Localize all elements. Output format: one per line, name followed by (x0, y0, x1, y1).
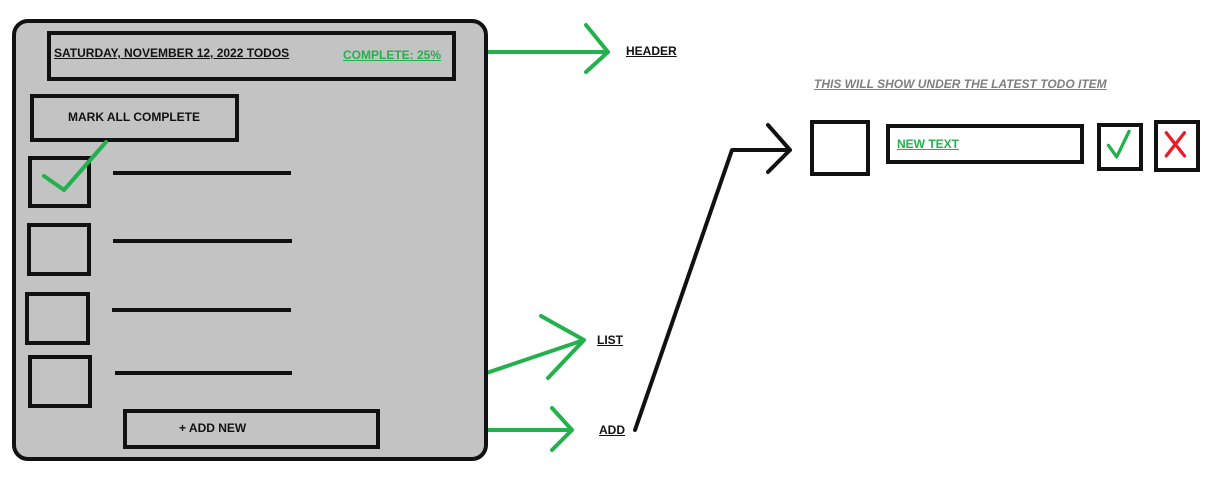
list-annotation: LIST (597, 333, 623, 347)
new-item-checkbox[interactable] (810, 120, 870, 176)
confirm-button[interactable] (1097, 123, 1143, 171)
cancel-button[interactable] (1154, 120, 1200, 172)
todo-text-line (113, 171, 291, 175)
complete-percentage: COMPLETE: 25% (343, 48, 442, 62)
add-annotation: ADD (599, 423, 625, 437)
add-new-button[interactable]: + ADD NEW (123, 409, 380, 449)
preview-arrow (633, 123, 792, 432)
todo-text-line (113, 239, 292, 243)
header-annotation: HEADER (626, 44, 677, 58)
todo-text-line (112, 308, 291, 312)
todo-text-line (115, 371, 292, 375)
todo-checkbox[interactable] (27, 223, 91, 276)
todo-checkbox[interactable] (25, 292, 90, 345)
check-icon (42, 140, 108, 192)
check-icon (1106, 129, 1131, 159)
header-bar (47, 31, 456, 81)
x-icon (1164, 131, 1187, 158)
todo-checkbox[interactable] (28, 140, 108, 208)
new-item-text-input[interactable]: NEW TEXT (886, 124, 1084, 164)
new-item-text: NEW TEXT (897, 137, 959, 151)
preview-note: THIS WILL SHOW UNDER THE LATEST TODO ITE… (814, 77, 1107, 91)
todo-checkbox[interactable] (28, 355, 92, 408)
page-title: SATURDAY, NOVEMBER 12, 2022 TODOS (54, 46, 290, 60)
mark-all-complete-button[interactable]: MARK ALL COMPLETE (30, 94, 239, 142)
